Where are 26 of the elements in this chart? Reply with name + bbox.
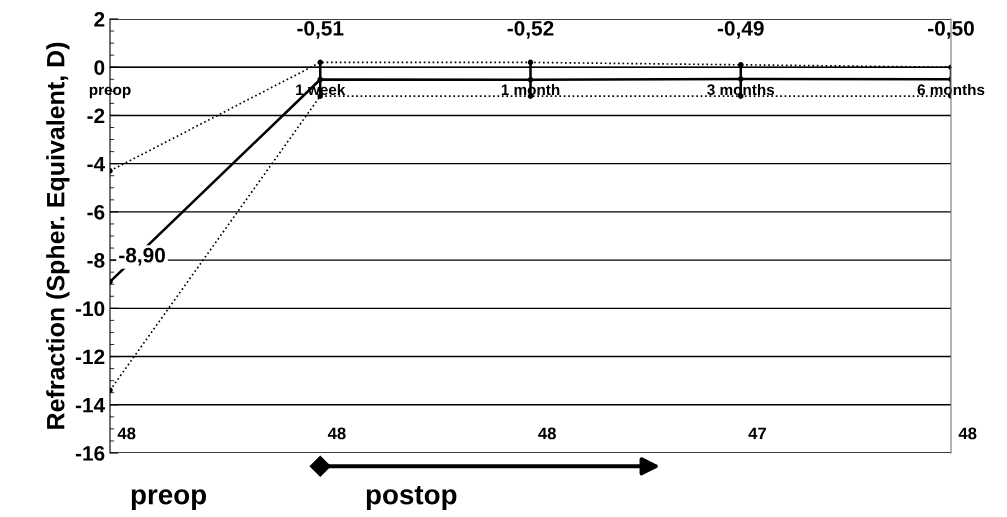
data-label: -0,50 xyxy=(928,20,974,39)
text: postop xyxy=(366,486,457,510)
y-tick-label: 0 xyxy=(94,60,105,75)
y-tick-label: 2 xyxy=(94,12,105,27)
y-tick-label: -8 xyxy=(87,253,105,268)
y-tick-label: -14 xyxy=(75,397,106,413)
y-tick-label: -10 xyxy=(75,301,105,317)
point xyxy=(527,59,534,66)
point xyxy=(737,62,744,68)
data-label: -0,49 xyxy=(717,20,764,39)
y-tick-label: -4 xyxy=(87,156,106,172)
data-label: -8,90 xyxy=(119,247,165,266)
annotation: 48 xyxy=(327,427,346,440)
y-tick-label: -16 xyxy=(75,446,105,461)
annotation: 48 xyxy=(538,427,556,440)
data-label: -0,51 xyxy=(297,20,344,39)
text: preop xyxy=(131,489,207,510)
annotation: 48 xyxy=(117,427,136,440)
y-tick-label: -2 xyxy=(87,108,105,123)
annotation: 47 xyxy=(748,427,766,440)
point xyxy=(317,59,324,66)
text: 48 xyxy=(958,427,977,440)
data-label: -0,52 xyxy=(507,20,554,39)
y-axis-title: Refraction (Spher. Equivalent, D) xyxy=(46,42,70,429)
y-tick-label: -6 xyxy=(87,204,105,220)
y-tick-label: -12 xyxy=(75,349,105,365)
